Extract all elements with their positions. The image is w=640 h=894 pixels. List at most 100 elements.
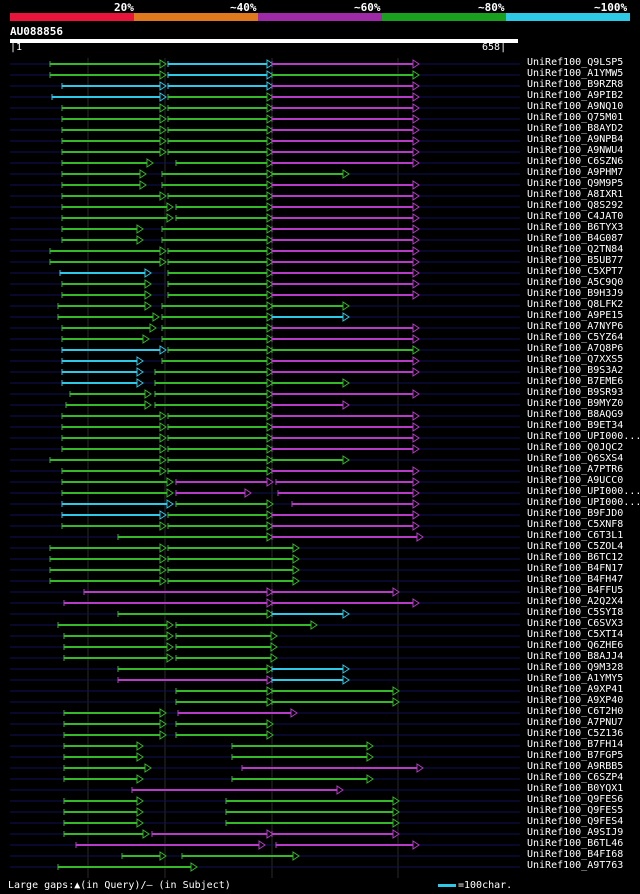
hit-row[interactable] xyxy=(10,642,520,652)
hit-row[interactable] xyxy=(10,719,520,729)
hit-label[interactable]: UniRef100_B4FI68 xyxy=(527,849,624,860)
hit-row[interactable] xyxy=(10,268,520,278)
hit-row[interactable] xyxy=(10,246,520,256)
hit-row[interactable] xyxy=(10,664,520,674)
hit-label[interactable]: UniRef100_B4G087 xyxy=(527,233,624,244)
hit-row[interactable] xyxy=(10,169,520,179)
hit-row[interactable] xyxy=(10,840,520,850)
hit-row[interactable] xyxy=(10,543,520,553)
hit-label[interactable]: UniRef100_Q7XXS5 xyxy=(527,354,624,365)
hit-row[interactable] xyxy=(10,257,520,267)
hit-label[interactable]: UniRef100_Q6SXS4 xyxy=(527,453,624,464)
hit-label[interactable]: UniRef100_Q8LFK2 xyxy=(527,299,624,310)
hit-label[interactable]: UniRef100_Q9FES6 xyxy=(527,794,624,805)
hit-row[interactable] xyxy=(10,235,520,245)
hit-label[interactable]: UniRef100_Q9FES5 xyxy=(527,805,624,816)
hit-row[interactable] xyxy=(10,620,520,630)
hit-label[interactable]: UniRef100_A9XP40 xyxy=(527,695,624,706)
hit-label[interactable]: UniRef100_A7Q8P6 xyxy=(527,343,624,354)
hit-label[interactable]: UniRef100_A9NWU4 xyxy=(527,145,624,156)
hit-label[interactable]: UniRef100_B4FH47 xyxy=(527,574,624,585)
hit-row[interactable] xyxy=(10,587,520,597)
hit-row[interactable] xyxy=(10,708,520,718)
hit-label[interactable]: UniRef100_B6TYX3 xyxy=(527,222,624,233)
hit-label[interactable]: UniRef100_B9RZR8 xyxy=(527,79,624,90)
hit-label[interactable]: UniRef100_A7NYP6 xyxy=(527,321,624,332)
hit-row[interactable] xyxy=(10,147,520,157)
hit-row[interactable] xyxy=(10,752,520,762)
hit-row[interactable] xyxy=(10,741,520,751)
hit-label[interactable]: UniRef100_A9PIB2 xyxy=(527,90,624,101)
hit-row[interactable] xyxy=(10,796,520,806)
hit-label[interactable]: UniRef100_Q0JQC2 xyxy=(527,442,624,453)
hit-label[interactable]: UniRef100_C5ZOL4 xyxy=(527,541,624,552)
hit-label[interactable]: UniRef100_B6TL46 xyxy=(527,838,624,849)
hit-label[interactable]: UniRef100_C5YZ64 xyxy=(527,332,624,343)
hit-row[interactable] xyxy=(10,488,520,498)
hit-label[interactable]: UniRef100_C5XPT7 xyxy=(527,266,624,277)
hit-row[interactable] xyxy=(10,631,520,641)
hit-row[interactable] xyxy=(10,686,520,696)
hit-label[interactable]: UniRef100_Q9M328 xyxy=(527,662,624,673)
hit-row[interactable] xyxy=(10,510,520,520)
hit-label[interactable]: UniRef100_A8IXR1 xyxy=(527,189,624,200)
hit-row[interactable] xyxy=(10,477,520,487)
hit-row[interactable] xyxy=(10,730,520,740)
hit-row[interactable] xyxy=(10,774,520,784)
hit-row[interactable] xyxy=(10,191,520,201)
hit-label[interactable]: UniRef100_Q9FES4 xyxy=(527,816,624,827)
hit-row[interactable] xyxy=(10,92,520,102)
hit-row[interactable] xyxy=(10,378,520,388)
hit-row[interactable] xyxy=(10,697,520,707)
hit-label[interactable]: UniRef100_B9FJD0 xyxy=(527,508,624,519)
hit-row[interactable] xyxy=(10,532,520,542)
hit-row[interactable] xyxy=(10,136,520,146)
hit-label[interactable]: UniRef100_Q6ZHE6 xyxy=(527,640,624,651)
hit-row[interactable] xyxy=(10,103,520,113)
hit-row[interactable] xyxy=(10,598,520,608)
hit-row[interactable] xyxy=(10,862,520,872)
hit-row[interactable] xyxy=(10,411,520,421)
hit-label[interactable]: UniRef100_A9SIJ9 xyxy=(527,827,624,838)
hit-row[interactable] xyxy=(10,312,520,322)
hit-row[interactable] xyxy=(10,345,520,355)
hit-label[interactable]: UniRef100_A9NPB4 xyxy=(527,134,624,145)
hit-row[interactable] xyxy=(10,367,520,377)
hit-label[interactable]: UniRef100_A9T763 xyxy=(527,860,624,871)
hit-label[interactable]: UniRef100_A1YMW5 xyxy=(527,68,624,79)
hit-label[interactable]: UniRef100_Q75M01 xyxy=(527,112,624,123)
hit-label[interactable]: UniRef100_Q2TN84 xyxy=(527,244,624,255)
hit-row[interactable] xyxy=(10,356,520,366)
hit-row[interactable] xyxy=(10,653,520,663)
hit-label[interactable]: UniRef100_B9MYZ0 xyxy=(527,398,624,409)
hit-label[interactable]: UniRef100_B7FH14 xyxy=(527,739,624,750)
hit-label[interactable]: UniRef100_C5XNF8 xyxy=(527,519,624,530)
hit-row[interactable] xyxy=(10,807,520,817)
hit-label[interactable]: UniRef100_C5SYI8 xyxy=(527,607,624,618)
hit-label[interactable]: UniRef100_A9PHM7 xyxy=(527,167,624,178)
hit-row[interactable] xyxy=(10,422,520,432)
hit-label[interactable]: UniRef100_B4FN17 xyxy=(527,563,624,574)
hit-row[interactable] xyxy=(10,400,520,410)
hit-label[interactable]: UniRef100_A1YMY5 xyxy=(527,673,624,684)
hit-label[interactable]: UniRef100_UPI000... xyxy=(527,486,640,497)
hit-row[interactable] xyxy=(10,785,520,795)
hit-label[interactable]: UniRef100_B8AQG9 xyxy=(527,409,624,420)
hit-label[interactable]: UniRef100_A5C9Q0 xyxy=(527,277,624,288)
hit-row[interactable] xyxy=(10,444,520,454)
hit-label[interactable]: UniRef100_A9UCC0 xyxy=(527,475,624,486)
hit-label[interactable]: UniRef100_A7PTR6 xyxy=(527,464,624,475)
hit-row[interactable] xyxy=(10,158,520,168)
hit-label[interactable]: UniRef100_C4JAT0 xyxy=(527,211,624,222)
hit-label[interactable]: UniRef100_B8AYD2 xyxy=(527,123,624,134)
hit-label[interactable]: UniRef100_A9RBB5 xyxy=(527,761,624,772)
hit-row[interactable] xyxy=(10,554,520,564)
hit-label[interactable]: UniRef100_Q9M9P5 xyxy=(527,178,624,189)
hit-label[interactable]: UniRef100_B6TC12 xyxy=(527,552,624,563)
hit-label[interactable]: UniRef100_B7FGP5 xyxy=(527,750,624,761)
hit-row[interactable] xyxy=(10,323,520,333)
hit-row[interactable] xyxy=(10,763,520,773)
hit-label[interactable]: UniRef100_C5Z136 xyxy=(527,728,624,739)
hit-label[interactable]: UniRef100_UPI000... xyxy=(527,431,640,442)
hit-row[interactable] xyxy=(10,81,520,91)
